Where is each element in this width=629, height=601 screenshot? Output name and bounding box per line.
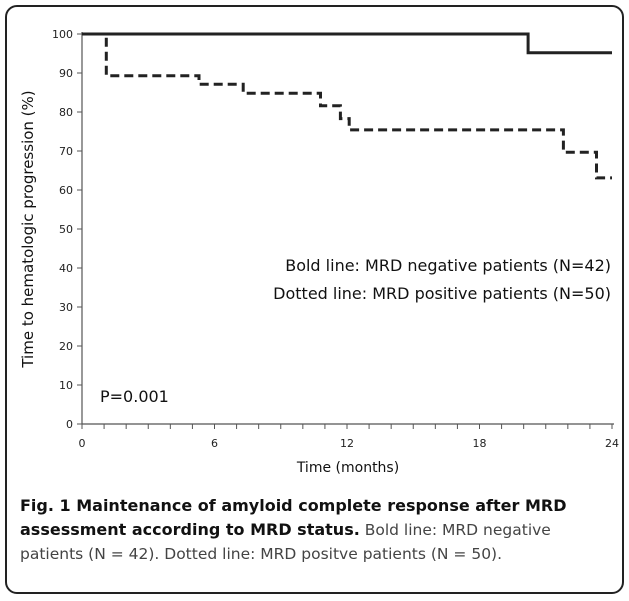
y-axis-ticks: 0 10 20 30 40 50 60 70 80 90 100	[52, 28, 82, 431]
y-tick-label: 90	[59, 67, 73, 80]
legend-entry-negative: Bold line: MRD negative patients (N=42)	[285, 256, 611, 275]
chart-axes	[81, 32, 614, 425]
x-axis-ticks: 0 6 12 18 24	[79, 424, 619, 450]
y-tick-label: 10	[59, 379, 73, 392]
x-tick-label: 24	[605, 437, 619, 450]
caption-title: Fig. 1 Maintenance of amyloid complete r…	[20, 496, 567, 539]
legend-entry-positive: Dotted line: MRD positive patients (N=50…	[273, 284, 611, 303]
y-tick-label: 30	[59, 301, 73, 314]
y-tick-label: 80	[59, 106, 73, 119]
y-axis-label: Time to hematologic progression (%)	[19, 90, 37, 368]
x-tick-label: 12	[340, 437, 354, 450]
x-tick-label: 18	[473, 437, 487, 450]
series-lines	[82, 32, 612, 180]
y-tick-label: 0	[66, 418, 73, 431]
series-line-mrd-positive	[82, 32, 612, 180]
series-line-mrd-negative	[82, 32, 612, 55]
x-tick-label: 0	[79, 437, 86, 450]
y-tick-label: 70	[59, 145, 73, 158]
y-tick-label: 20	[59, 340, 73, 353]
x-axis-label: Time (months)	[296, 460, 399, 476]
figure-caption: Fig. 1 Maintenance of amyloid complete r…	[20, 494, 610, 566]
survival-chart: 0 10 20 30 40 50 60 70 80 90 100 0 6 12 18 24 Time to …	[19, 28, 619, 476]
caption-text: Bold line: MRD negative patients (N = 42…	[20, 521, 551, 563]
p-value-annotation: P=0.001	[100, 387, 169, 406]
y-tick-label: 100	[52, 28, 73, 41]
y-tick-label: 50	[59, 223, 73, 236]
y-tick-label: 40	[59, 262, 73, 275]
y-tick-label: 60	[59, 184, 73, 197]
figure-frame	[5, 5, 624, 594]
x-tick-label: 6	[211, 437, 218, 450]
